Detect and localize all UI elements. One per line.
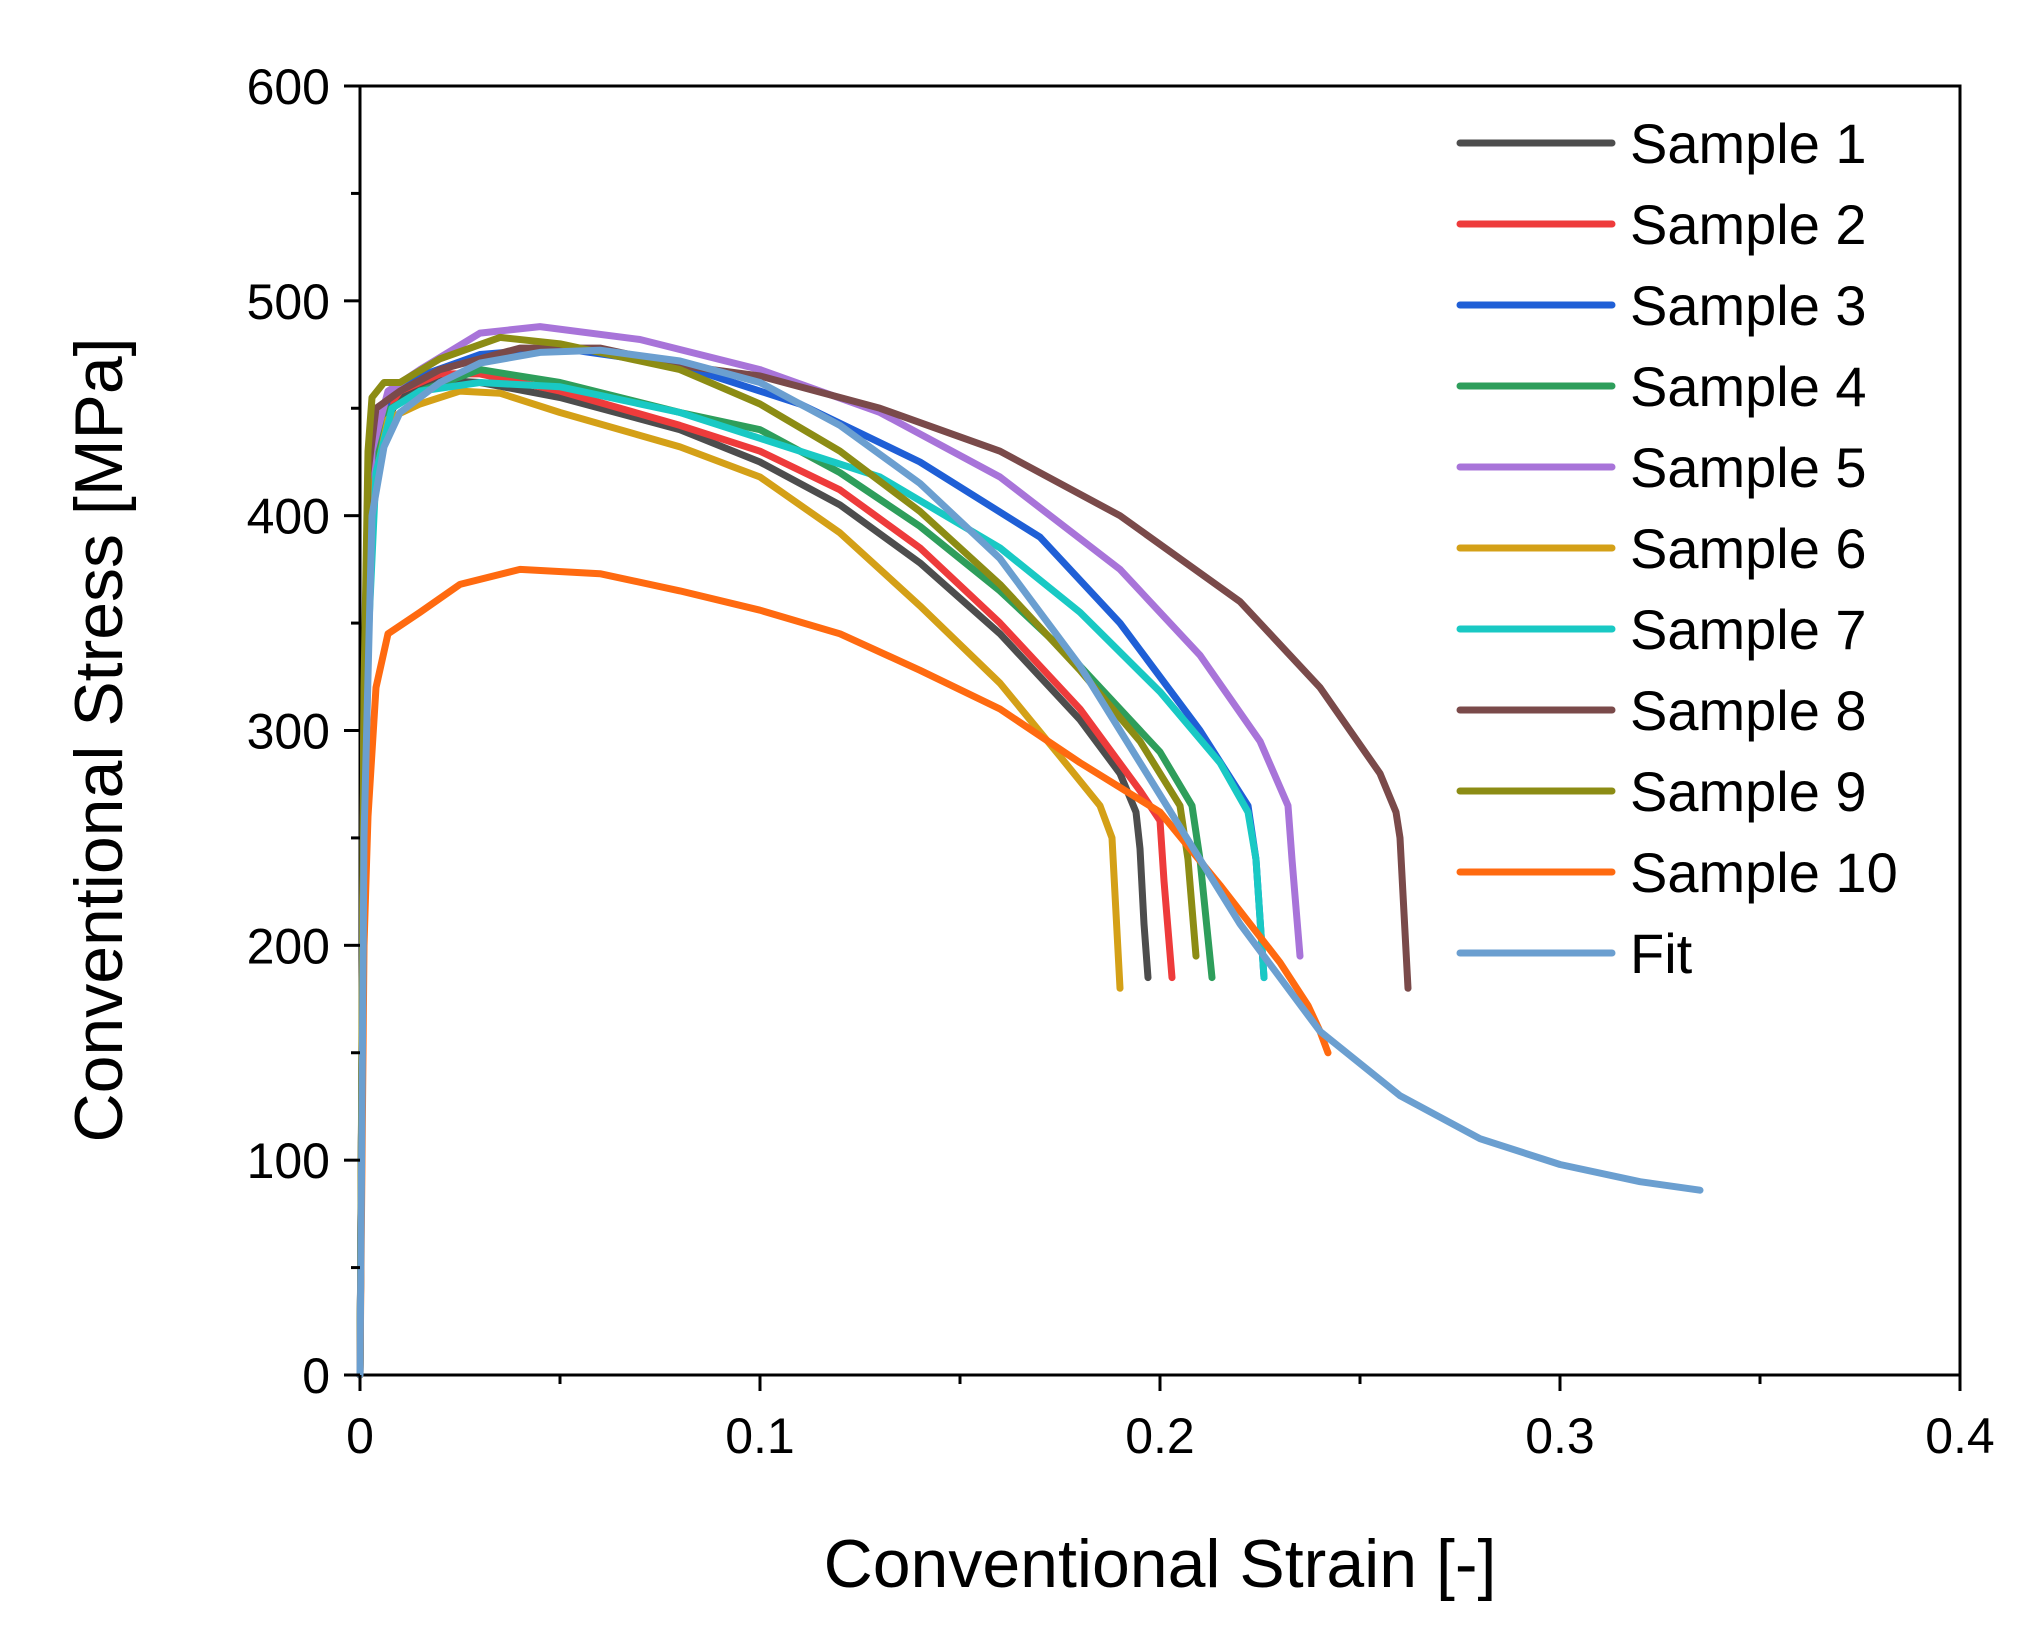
legend-label-5: Sample 5 xyxy=(1630,436,1867,499)
series-line-6 xyxy=(356,387,1124,1379)
series-layer xyxy=(356,323,1704,1379)
x-tick-label: 0.1 xyxy=(725,1408,795,1464)
legend-label-4: Sample 4 xyxy=(1630,355,1867,418)
legend-label-3: Sample 3 xyxy=(1630,274,1867,337)
legend-label-9: Sample 9 xyxy=(1630,760,1867,823)
series-line-11 xyxy=(356,346,1704,1379)
series-line-10 xyxy=(356,565,1332,1379)
series-line-3 xyxy=(356,344,1268,1379)
legend-label-10: Sample 10 xyxy=(1630,841,1898,904)
y-tick-label: 100 xyxy=(247,1133,330,1189)
axis-ticks: 0 0.1 0.2 0.3 0.4 0 100 200 300 400 500 600 xyxy=(247,59,1995,1464)
legend: Sample 1 Sample 2 Sample 3 Sample 4 Sample 5… xyxy=(1456,112,1898,985)
legend-label-6: Sample 6 xyxy=(1630,517,1867,580)
y-tick-label: 0 xyxy=(302,1348,330,1404)
x-tick-label: 0 xyxy=(346,1408,374,1464)
y-tick-label: 200 xyxy=(247,918,330,974)
legend-label-8: Sample 8 xyxy=(1630,679,1867,742)
x-tick-label: 0.4 xyxy=(1925,1408,1995,1464)
y-tick-label: 600 xyxy=(247,59,330,115)
x-tick-label: 0.2 xyxy=(1125,1408,1195,1464)
x-axis-title: Conventional Strain [-] xyxy=(824,1526,1497,1602)
y-tick-label: 400 xyxy=(247,489,330,545)
y-tick-label: 500 xyxy=(247,274,330,330)
series-line-5 xyxy=(356,323,1304,1379)
legend-label-7: Sample 7 xyxy=(1630,598,1867,661)
y-tick-label: 300 xyxy=(247,704,330,760)
y-axis-title: Conventional Stress [MPa] xyxy=(61,337,137,1142)
legend-label-2: Sample 2 xyxy=(1630,193,1867,256)
series-line-2 xyxy=(356,370,1176,1379)
legend-label-1: Sample 1 xyxy=(1630,112,1867,175)
legend-label-11: Fit xyxy=(1630,922,1693,985)
x-tick-label: 0.3 xyxy=(1525,1408,1595,1464)
series-line-4 xyxy=(356,366,1216,1379)
series-line-8 xyxy=(356,344,1412,1379)
series-line-9 xyxy=(356,333,1200,1379)
series-line-7 xyxy=(356,379,1268,1379)
